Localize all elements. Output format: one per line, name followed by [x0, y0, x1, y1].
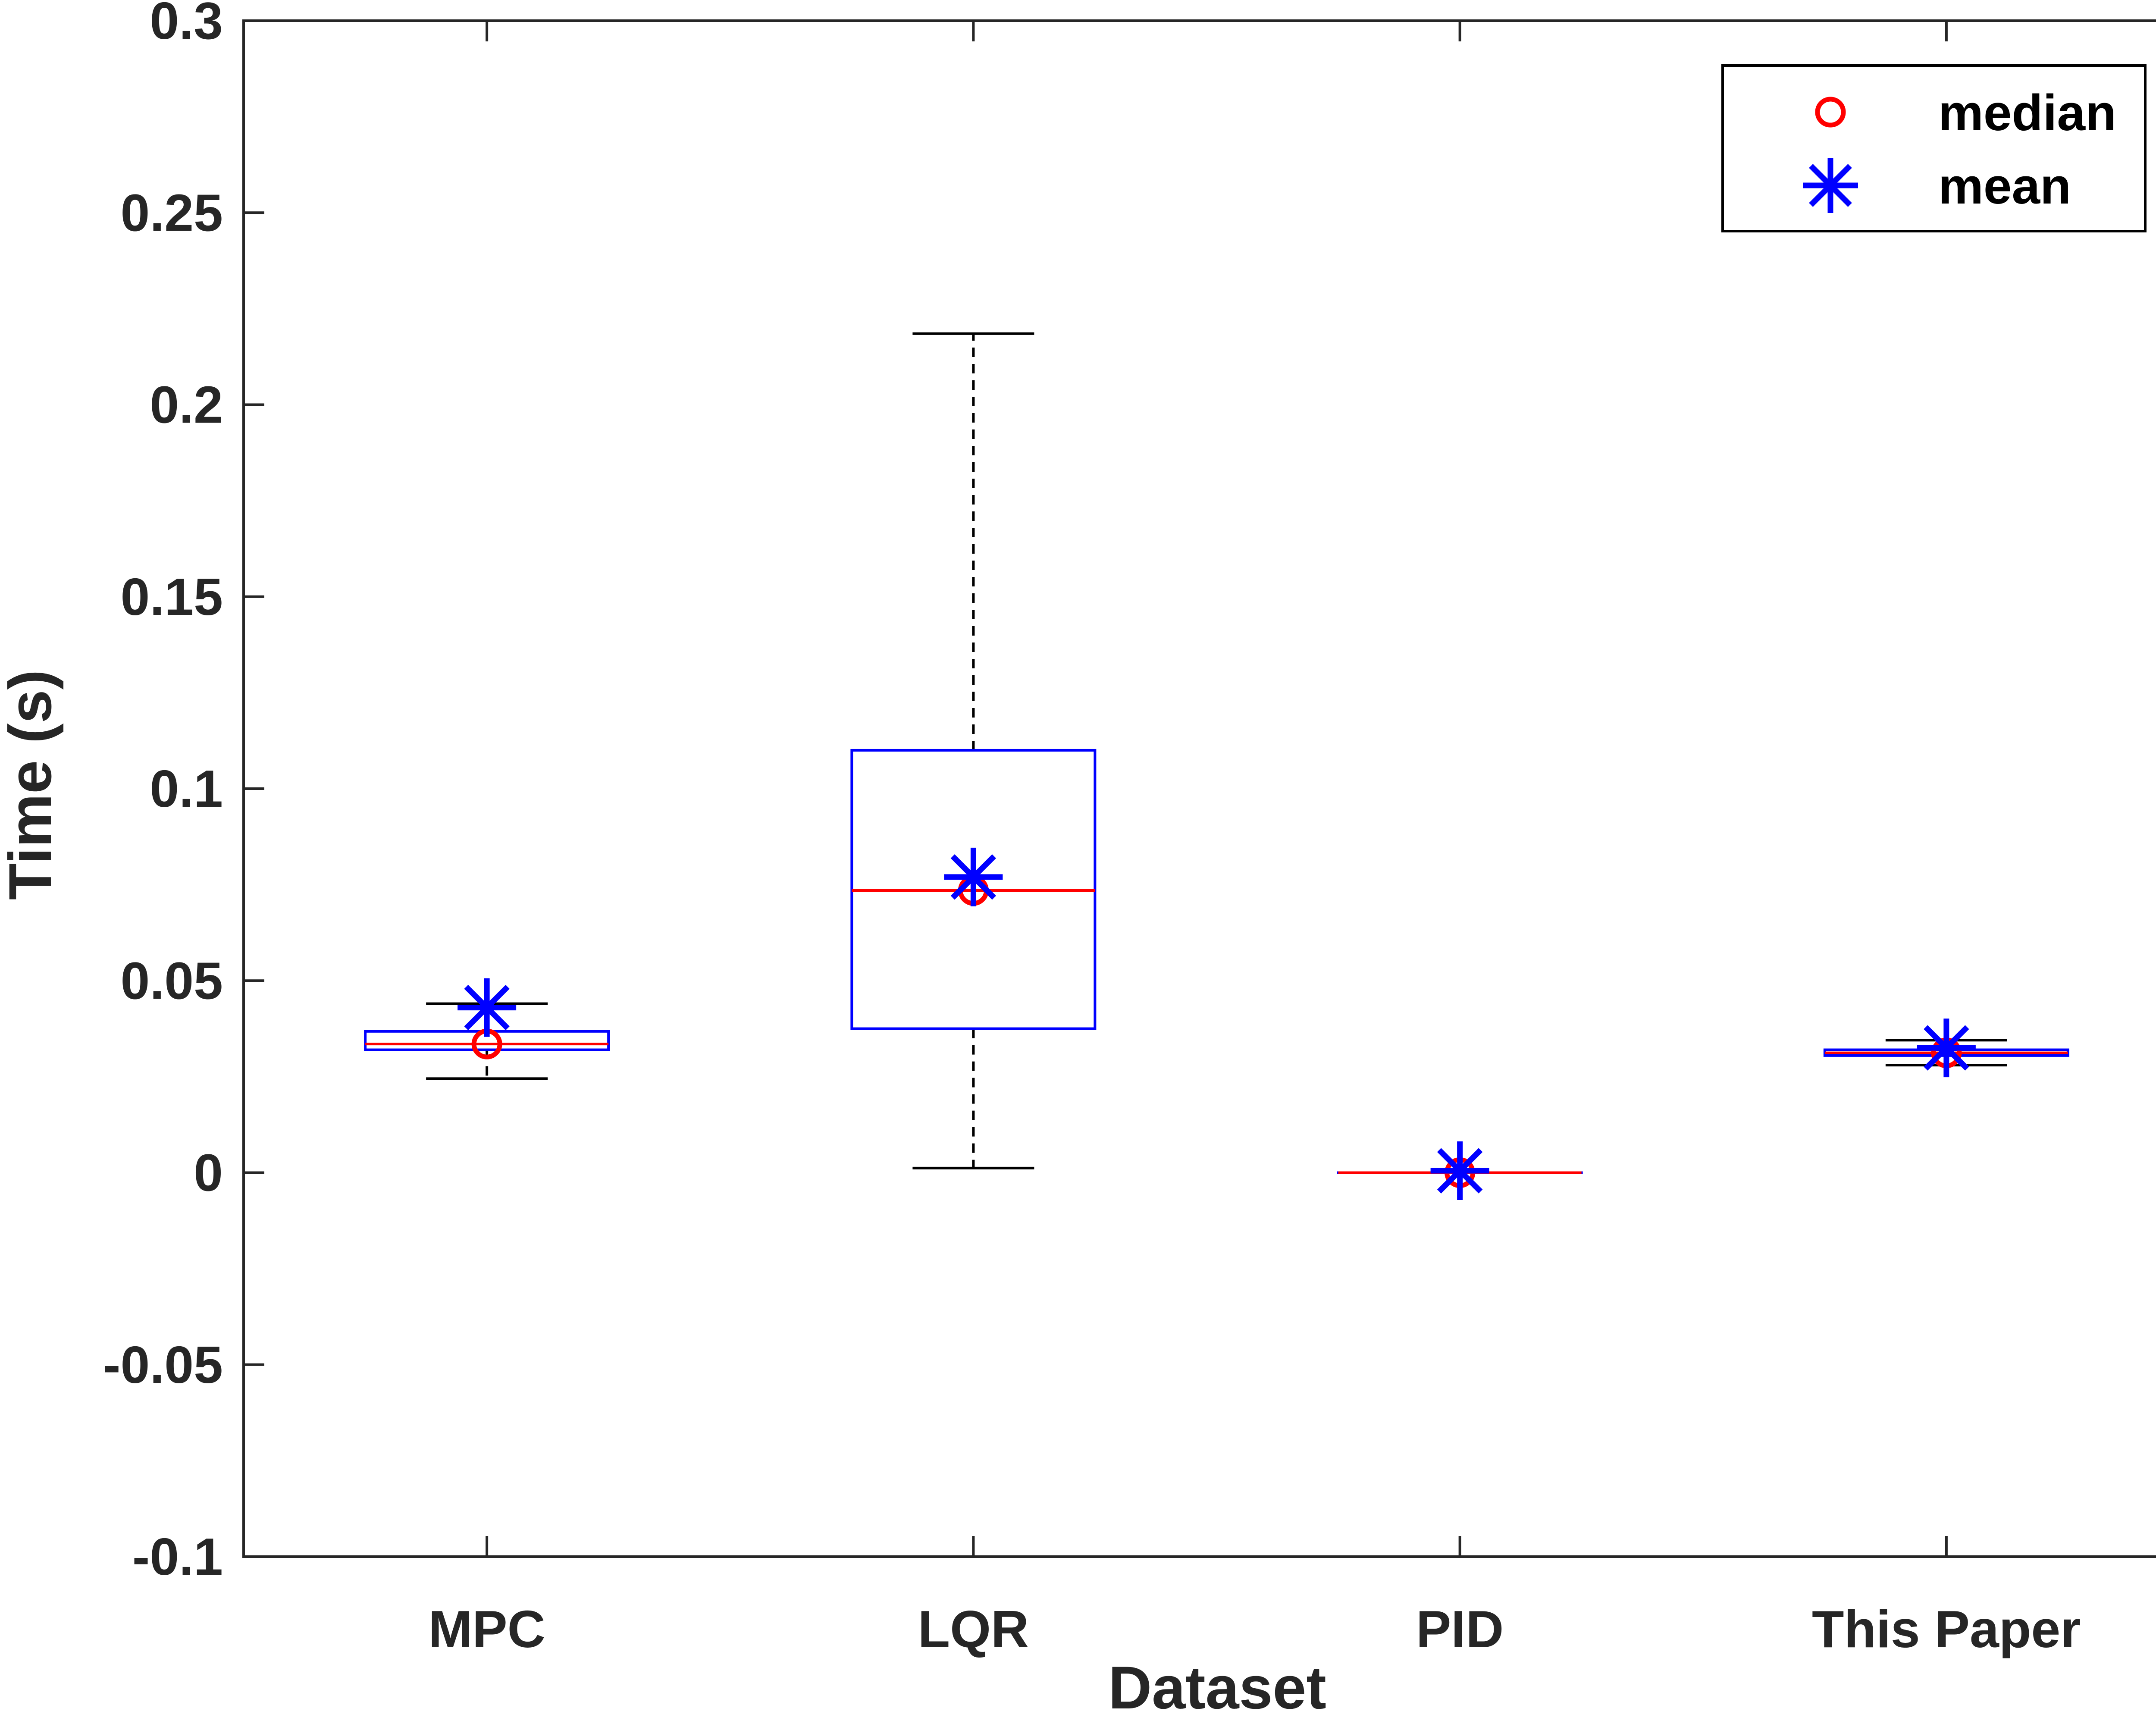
y-tick-label: 0.3 — [150, 0, 223, 50]
y-tick-label: 0.1 — [150, 759, 223, 818]
plot-area — [364, 332, 2069, 1200]
legend-box — [1721, 64, 2147, 232]
legend-median-marker — [1815, 97, 1846, 128]
x-axis-label: Dataset — [1108, 1654, 1326, 1721]
mean-marker — [944, 847, 1003, 906]
box-lqr — [850, 332, 1097, 1169]
x-tick-label: This Paper — [1812, 1600, 2081, 1658]
y-tick-label: 0.15 — [121, 567, 223, 626]
y-tick-label: 0.25 — [121, 183, 223, 242]
y-axis-label: Time (s) — [0, 670, 64, 900]
y-tick-label: 0.2 — [150, 376, 223, 434]
x-tick-label: PID — [1416, 1600, 1504, 1658]
x-tick-label: MPC — [429, 1600, 545, 1658]
mean-marker — [1430, 1141, 1489, 1200]
legend-label: mean — [1938, 158, 2071, 215]
axes: -0.1 -0.05 0 0.05 0.1 0.15 0.2 0.25 0.3 MPC LQR PID… — [103, 0, 2156, 1658]
y-tick-label: 0.05 — [121, 951, 223, 1010]
legend: median mean — [1721, 64, 2147, 232]
mean-marker — [1917, 1019, 1976, 1078]
box-pid — [1337, 1141, 1583, 1200]
legend-label: median — [1938, 85, 2116, 141]
y-tick-label: 0 — [194, 1144, 223, 1202]
box-this-paper — [1823, 1019, 2069, 1078]
y-tick-label: -0.1 — [132, 1527, 223, 1586]
mean-marker — [458, 978, 517, 1037]
x-tick-label: LQR — [918, 1600, 1029, 1658]
legend-mean-marker — [1803, 158, 1858, 213]
y-tick-label: -0.05 — [103, 1335, 223, 1394]
box-mpc — [364, 978, 610, 1080]
